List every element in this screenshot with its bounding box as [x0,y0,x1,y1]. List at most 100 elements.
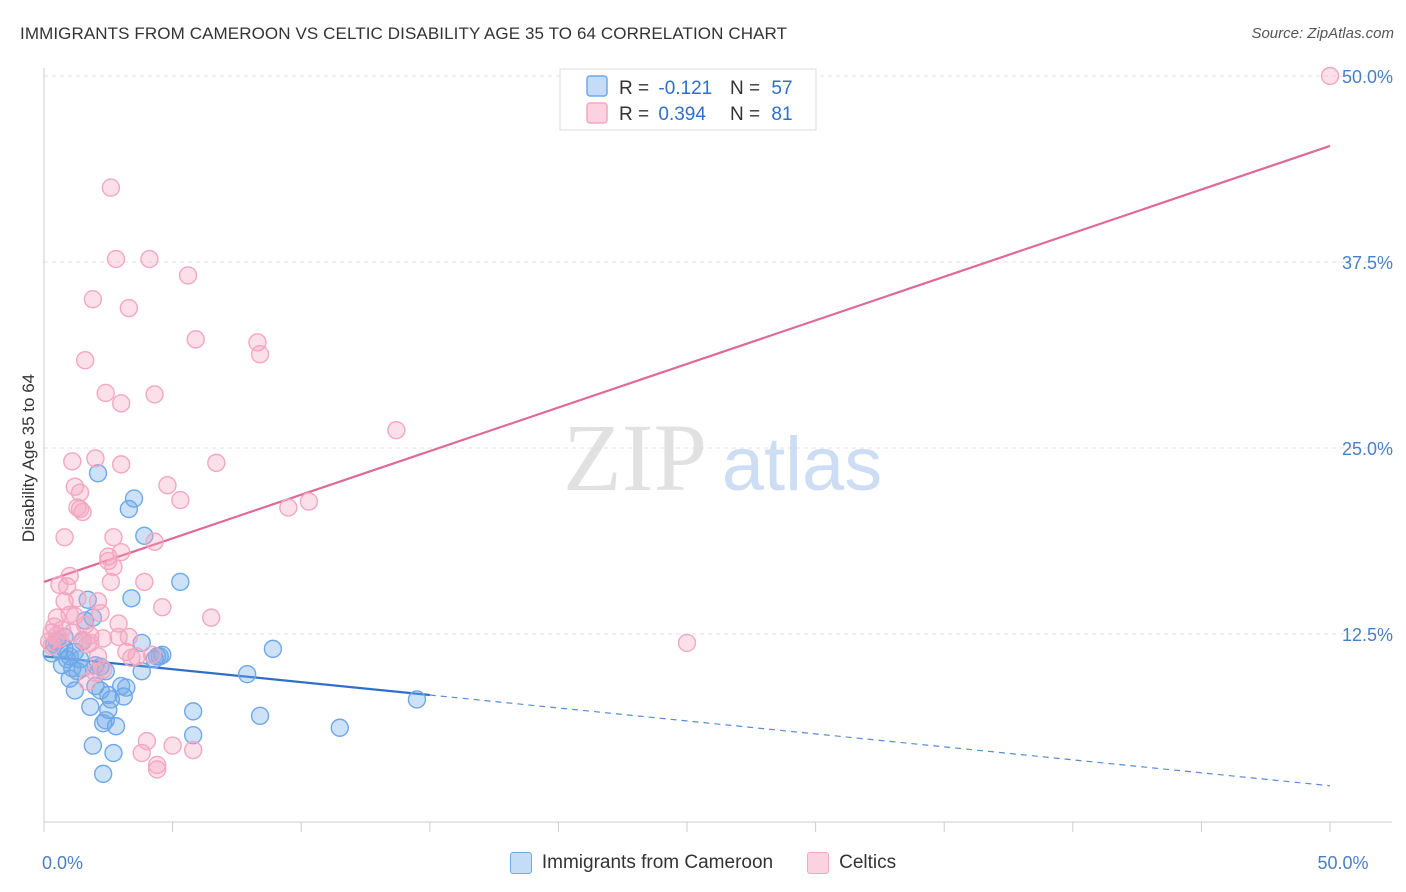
data-point-cameroon [263,639,283,659]
r-value-celtics: 0.394 [658,104,706,125]
data-point-celtics [60,566,79,586]
data-point-celtics [55,528,74,547]
data-point-celtics [201,608,221,627]
data-point-celtics [70,499,90,519]
data-point-cameroon [83,736,103,755]
n-label-cameroon: N = [730,78,765,99]
y-tick-label: 37.5% [1342,253,1393,273]
data-point-celtics [68,589,87,608]
data-point-celtics [111,455,131,474]
data-point-cameroon [122,589,141,608]
data-point-celtics [135,572,154,592]
data-point-celtics [183,740,203,760]
stats-legend: R = -0.121 N = 57 R = 0.394 N = 81 [559,68,817,131]
data-point-cameroon [119,499,139,519]
data-point-celtics [142,645,162,665]
gridlines [44,75,1392,635]
y-tick-label: 12.5% [1342,625,1393,645]
data-point-cameroon [104,743,123,763]
data-point-celtics [86,449,105,468]
source-label: Source: ZipAtlas.com [1251,25,1394,42]
data-point-celtics [387,420,406,440]
data-point-celtics [93,660,113,679]
data-point-cameroon [124,489,144,508]
data-point-cameroon [106,717,126,736]
svg-text:R = -0.121: R = -0.121 [619,78,712,99]
data-point-cameroon [65,681,85,700]
data-point-celtics [171,490,190,510]
data-point-celtics [250,345,270,364]
data-point-celtics [137,731,157,751]
trend-line-dashed-0 [429,694,1331,787]
data-point-cameroon [330,718,349,737]
svg-text:N = 81: N = 81 [730,104,793,125]
r-label-celtics: R = [619,104,654,125]
data-point-cameroon [183,702,203,721]
legend-swatch-cameroon [509,852,532,874]
stats-legend-swatch-cameroon [586,75,608,97]
data-point-celtics [147,760,167,779]
data-point-celtics [178,266,198,285]
n-label-celtics: N = [730,104,765,125]
data-point-celtics [119,298,139,318]
data-point-celtics [127,647,146,666]
data-point-cameroon [88,464,108,483]
data-point-celtics [207,453,226,473]
y-tick-label: 25.0% [1342,439,1393,459]
data-point-celtics [1320,66,1340,86]
data-point-cameroon [117,678,136,697]
data-point-celtics [96,383,115,403]
legend-label-celtics: Celtics [839,852,897,873]
data-point-celtics [104,528,123,547]
data-points [39,66,1340,784]
chart-title: IMMIGRANTS FROM CAMEROON VS CELTIC DISAB… [20,24,788,43]
data-point-cameroon [93,764,113,784]
svg-text:R = 0.394: R = 0.394 [619,104,706,125]
y-tick-label: 50.0% [1342,67,1393,87]
data-point-celtics [65,606,85,626]
tick-labels: 12.5% 25.0% 37.5% 50.0% 0.0% 50.0% [42,67,1393,873]
trend-line-1 [43,144,1331,583]
data-point-celtics [101,178,121,197]
axes [43,68,1392,832]
data-point-cameroon [81,697,100,717]
legend-label-cameroon: Immigrants from Cameroon [541,852,774,873]
data-point-celtics [109,614,128,633]
watermark-atlas: atlas [722,422,883,507]
data-point-celtics [111,542,131,562]
data-point-celtics [299,492,319,511]
data-point-cameroon [183,725,203,745]
data-point-celtics [91,603,110,623]
data-point-celtics [106,249,126,269]
n-value-cameroon: 57 [771,78,792,99]
data-point-cameroon [57,650,77,669]
data-point-celtics [111,394,131,413]
data-point-cameroon [153,645,172,665]
data-point-celtics [104,557,123,577]
data-point-celtics [73,502,92,522]
data-point-celtics [75,351,95,370]
r-value-cameroon: -0.121 [658,78,712,99]
data-point-celtics [109,627,128,647]
data-point-celtics [147,755,167,775]
data-point-celtics [93,629,113,648]
data-point-celtics [132,743,151,763]
data-point-celtics [83,290,103,309]
svg-text:N = 57: N = 57 [730,78,793,99]
data-point-celtics [186,330,205,349]
data-point-celtics [145,385,164,404]
series-legend: Immigrants from Cameroon Celtics [0,852,1406,874]
watermark-zip: ZIP [563,404,707,511]
y-axis-label: Disability Age 35 to 64 [19,374,38,542]
stats-legend-swatch-celtics [586,102,608,124]
legend-item-cameroon: Immigrants from Cameroon [509,852,774,874]
n-value-celtics: 81 [771,104,792,125]
data-point-cameroon [135,526,154,545]
data-point-celtics [677,633,697,653]
data-point-celtics [145,532,164,551]
data-point-celtics [279,498,298,517]
data-point-celtics [163,736,182,755]
watermark: ZIP atlas [563,404,882,511]
x-tick-label: 50.0% [1317,853,1368,873]
